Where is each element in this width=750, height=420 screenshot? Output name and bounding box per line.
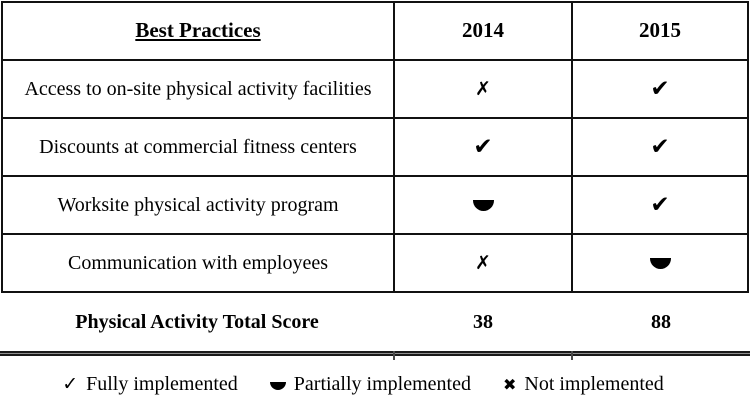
column-divider-stub (571, 351, 573, 360)
header-best-practices-label: Best Practices (135, 18, 261, 43)
legend: ✓ Fully implemented Partially implemente… (0, 373, 738, 396)
total-score-2015: 88 (651, 311, 671, 333)
total-score-row: Physical Activity Total Score 38 88 (0, 293, 750, 351)
legend-label: Not implemented (524, 373, 664, 395)
table-row-worksite-program: Worksite physical activity program ✔ (3, 177, 747, 235)
half-disc-icon (649, 257, 671, 269)
total-score-label: Physical Activity Total Score (75, 311, 319, 333)
status-cell-2014: ✗ (395, 61, 573, 117)
x-icon: ✖ (502, 375, 517, 394)
legend-item-not-implemented: ✖ Not implemented (503, 373, 664, 396)
status-cell-2015 (573, 235, 747, 291)
x-icon: ✗ (475, 77, 491, 100)
practice-label: Access to on-site physical activity faci… (3, 61, 395, 117)
practice-label: Discounts at commercial fitness centers (3, 119, 395, 175)
status-cell-2015: ✔ (573, 177, 747, 233)
practice-label: Worksite physical activity program (3, 177, 395, 233)
column-divider-stub (393, 351, 395, 360)
total-score-2014: 38 (473, 311, 493, 333)
header-row: Best Practices 2014 2015 (3, 3, 747, 61)
table-row-discounts: Discounts at commercial fitness centers … (3, 119, 747, 177)
double-rule-divider (0, 351, 750, 360)
legend-symbol: ✓ (62, 373, 78, 396)
legend-label: Partially implemented (293, 373, 471, 395)
table-row-communication: Communication with employees ✗ (3, 235, 747, 291)
header-best-practices: Best Practices (3, 3, 395, 59)
status-cell-2015: ✔ (573, 61, 747, 117)
legend-label: Fully implemented (86, 373, 238, 395)
check-icon: ✔ (650, 75, 670, 102)
status-cell-2015: ✔ (573, 119, 747, 175)
best-practices-table: Best Practices 2014 2015 Access to on-si… (1, 1, 749, 293)
status-cell-2014 (395, 177, 573, 233)
check-icon: ✓ (62, 373, 79, 395)
legend-symbol: ✖ (503, 373, 516, 396)
legend-item-fully-implemented: ✓ Fully implemented (62, 373, 238, 396)
x-icon: ✗ (475, 251, 491, 274)
header-2014: 2014 (395, 3, 573, 59)
legend-symbol (269, 373, 286, 396)
header-2015: 2015 (639, 18, 681, 43)
practice-label: Communication with employees (3, 235, 395, 291)
check-icon: ✔ (473, 133, 493, 160)
legend-item-partially-implemented: Partially implemented (269, 373, 471, 396)
half-disc-icon (269, 382, 286, 390)
check-icon: ✔ (650, 191, 670, 218)
check-icon: ✔ (650, 133, 670, 160)
table-row-access-facilities: Access to on-site physical activity faci… (3, 61, 747, 119)
half-disc-icon (472, 199, 494, 211)
status-cell-2014: ✗ (395, 235, 573, 291)
status-cell-2014: ✔ (395, 119, 573, 175)
